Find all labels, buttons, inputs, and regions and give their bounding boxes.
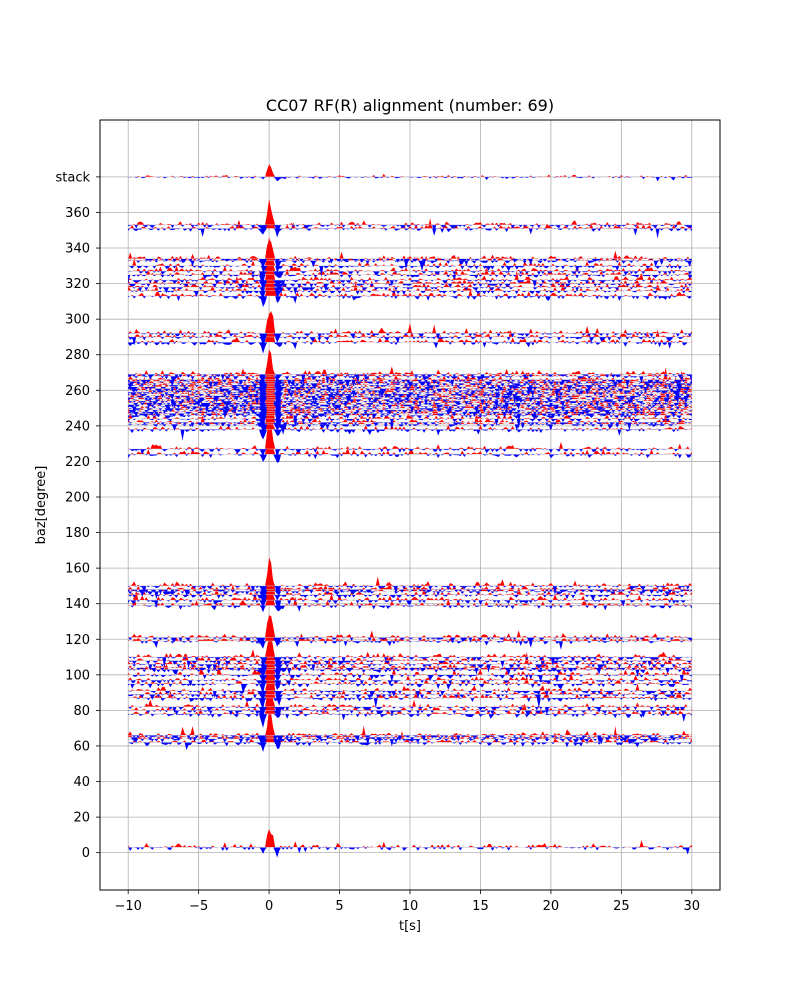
rf-trace-negative	[128, 228, 692, 239]
y-tick-label: stack	[55, 170, 90, 185]
axis-ticks: −10 −5 0 5 10 15 20 25 3002040608010012014016018…	[55, 170, 700, 914]
y-tick-label: 280	[65, 348, 90, 363]
rf-trace-negative	[128, 224, 692, 235]
rf-trace-negative	[128, 376, 692, 386]
x-tick-label: 20	[543, 899, 560, 914]
y-tick-label: 300	[65, 313, 90, 328]
rf-trace-negative	[128, 706, 692, 716]
rf-trace-negative	[128, 374, 692, 385]
rf-trace-negative	[128, 600, 692, 610]
rf-trace-positive	[128, 349, 692, 375]
y-tick-label: 340	[65, 242, 90, 257]
rf-trace-negative	[128, 415, 692, 425]
y-tick-label: 60	[73, 739, 90, 754]
x-tick-label: 5	[335, 899, 343, 914]
rf-trace-positive	[128, 828, 692, 848]
rf-trace-negative	[128, 388, 692, 398]
y-tick-label: 100	[65, 668, 90, 683]
rf-trace-negative	[128, 424, 692, 435]
rf-trace-negative	[128, 408, 692, 420]
rf-trace-negative	[128, 418, 692, 430]
rf-trace-negative	[128, 847, 692, 858]
rf-trace-negative	[128, 386, 692, 393]
rf-trace-positive	[128, 557, 692, 586]
x-tick-label: −5	[189, 899, 208, 914]
rf-trace-negative	[128, 393, 692, 406]
y-tick-label: 0	[82, 846, 90, 861]
y-tick-label: 180	[65, 526, 90, 541]
rf-trace-negative	[128, 381, 692, 391]
y-tick-label: 360	[65, 206, 90, 221]
y-axis-title: baz[degree]	[34, 466, 49, 545]
x-axis-title: t[s]	[399, 919, 421, 934]
y-tick-label: 200	[65, 490, 90, 505]
rf-trace-negative	[128, 454, 692, 463]
rf-trace-negative	[128, 392, 692, 402]
rf-trace-negative	[128, 290, 692, 302]
rf-trace-positive	[128, 713, 692, 736]
rf-trace-negative	[128, 738, 692, 748]
rf-trace-negative	[128, 283, 692, 294]
rf-trace-negative	[128, 605, 692, 613]
rf-trace-positive	[128, 615, 692, 638]
rf-trace-negative	[128, 274, 692, 285]
rf-trace-negative	[128, 384, 692, 395]
rf-trace-negative	[128, 411, 692, 420]
rf-trace-positive	[128, 240, 692, 259]
rf-trace-negative	[128, 637, 692, 645]
rf-trace-negative	[128, 674, 692, 685]
y-tick-label: 120	[65, 633, 90, 648]
rf-trace-positive	[128, 311, 692, 334]
chart-title: CC07 RF(R) alignment (number: 69)	[266, 96, 554, 115]
trace-group	[128, 164, 692, 858]
rf-trace-negative	[128, 742, 692, 753]
y-tick-label: 160	[65, 562, 90, 577]
stack-trace-negative	[128, 176, 692, 182]
x-tick-label: −10	[114, 899, 141, 914]
rf-trace-negative	[128, 402, 692, 412]
rf-trace-negative	[128, 697, 692, 710]
x-tick-label: 10	[402, 899, 419, 914]
x-tick-label: 0	[265, 899, 273, 914]
rf-trace-negative	[128, 657, 692, 668]
rf-trace-negative	[128, 594, 692, 604]
y-tick-label: 140	[65, 597, 90, 612]
rf-trace-negative	[128, 395, 692, 406]
rf-trace-negative	[128, 379, 692, 389]
stack-trace-positive	[128, 164, 692, 177]
rf-trace-negative	[128, 422, 692, 431]
rf-trace-negative	[128, 710, 692, 718]
x-tick-label: 25	[613, 899, 630, 914]
rf-trace-negative	[128, 399, 692, 409]
y-tick-label: 80	[73, 704, 90, 719]
rf-trace-negative	[128, 404, 692, 411]
y-tick-label: 260	[65, 384, 90, 399]
rf-trace-negative	[128, 258, 692, 270]
rf-trace-negative	[128, 342, 692, 354]
rf-trace-negative	[128, 585, 692, 596]
rf-trace-negative	[128, 271, 692, 286]
y-tick-label: 40	[73, 775, 90, 790]
rf-trace-negative	[128, 641, 692, 650]
y-tick-label: 240	[65, 419, 90, 434]
rf-trace-negative	[128, 683, 692, 695]
rf-trace-positive	[128, 198, 692, 225]
y-tick-label: 220	[65, 455, 90, 470]
rf-trace-negative	[128, 448, 692, 460]
y-tick-label: 20	[73, 811, 90, 826]
x-tick-label: 30	[684, 899, 701, 914]
y-tick-label: 320	[65, 277, 90, 292]
x-tick-label: 15	[472, 899, 489, 914]
rf-trace-negative	[128, 589, 692, 598]
